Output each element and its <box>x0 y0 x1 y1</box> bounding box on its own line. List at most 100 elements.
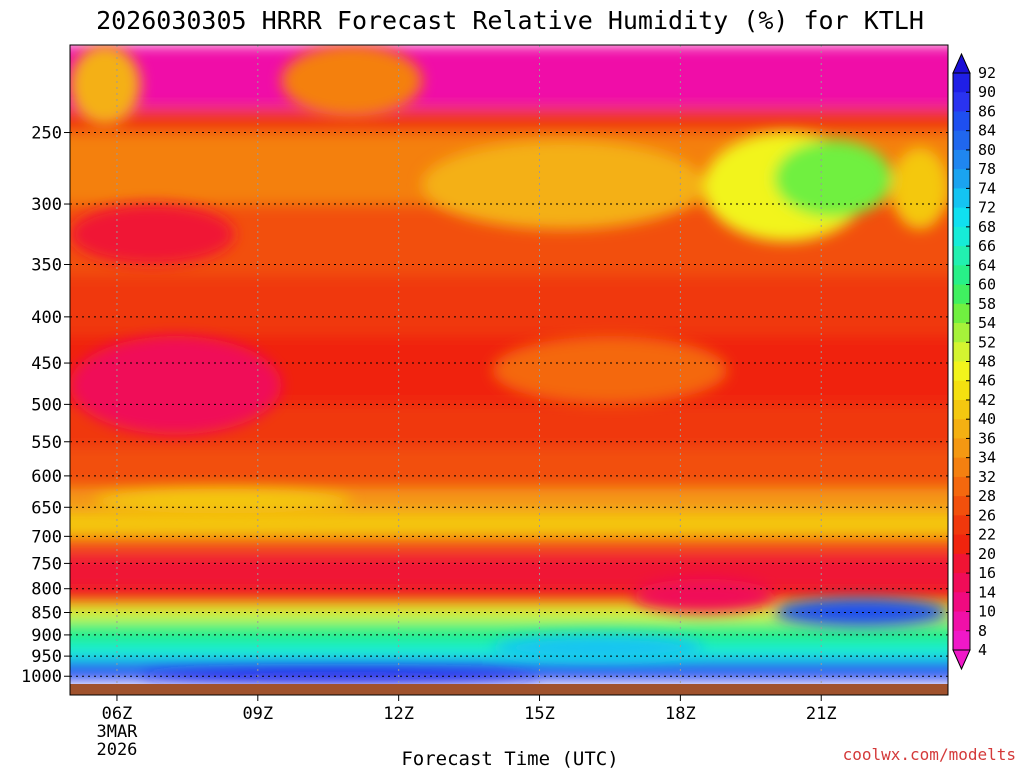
rh-feature <box>70 204 235 265</box>
y-tick-label: 750 <box>31 554 62 574</box>
rh-band <box>70 275 948 336</box>
rh-band <box>70 660 948 673</box>
colorbar-swatch <box>953 419 970 439</box>
x-axis-label: Forecast Time (UTC) <box>401 748 618 768</box>
colorbar-label: 28 <box>978 487 996 505</box>
x-tick-label: 06Z <box>102 704 133 724</box>
colorbar-swatch <box>953 457 970 478</box>
colorbar-label: 48 <box>978 353 996 371</box>
colorbar-label: 42 <box>978 391 996 409</box>
colorbar-swatch <box>953 342 970 362</box>
rh-feature <box>492 634 704 661</box>
colorbar-swatch <box>953 592 970 613</box>
colorbar-label: 86 <box>978 102 996 120</box>
rh-band <box>70 108 948 133</box>
colorbar-label: 54 <box>978 314 996 332</box>
colorbar-max-arrow <box>952 52 971 74</box>
y-tick-label: 650 <box>31 498 62 518</box>
colorbar-label: 92 <box>978 64 996 82</box>
rh-feature <box>70 45 141 125</box>
y-tick-label: 700 <box>31 527 62 547</box>
colorbar-swatch <box>953 553 970 574</box>
y-axis: 250 300 350 400 450 500 550 600 650 700 750 800 850 9… <box>21 124 70 687</box>
colorbar-label: 4 <box>978 641 987 659</box>
y-tick-label: 950 <box>31 647 62 667</box>
colorbar-label: 78 <box>978 160 996 178</box>
x-tick-label: 18Z <box>665 704 696 724</box>
rh-feature <box>774 140 892 217</box>
colorbar-swatch <box>953 188 970 209</box>
colorbar-label: 66 <box>978 237 996 255</box>
colorbar-swatch <box>953 73 970 93</box>
x-tick-label: 09Z <box>242 704 273 724</box>
colorbar-swatch <box>953 92 970 112</box>
colorbar-label: 14 <box>978 583 996 601</box>
colorbar-label: 22 <box>978 526 996 544</box>
x-tick-date: 3MAR <box>96 722 138 742</box>
y-tick-label: 450 <box>31 354 62 374</box>
colorbar-swatch <box>953 246 970 266</box>
colorbar-swatch <box>953 226 970 247</box>
colorbar-label: 10 <box>978 603 996 621</box>
colorbar-swatch <box>953 399 970 420</box>
colorbar-label: 40 <box>978 410 996 428</box>
colorbar-label: 64 <box>978 256 996 274</box>
colorbar-swatch <box>953 169 970 189</box>
colorbar-labels: 9290868480787472686664605854524846424036… <box>978 64 996 659</box>
colorbar-swatch <box>953 611 970 632</box>
x-tick-label: 21Z <box>806 704 837 724</box>
colorbar-label: 52 <box>978 333 996 351</box>
x-tick-label: 12Z <box>383 704 414 724</box>
rh-feature <box>140 670 540 681</box>
colorbar-swatch <box>953 361 970 382</box>
colorbar-swatch <box>953 303 970 324</box>
colorbar-label: 84 <box>978 122 996 140</box>
y-tick-label: 250 <box>31 124 62 144</box>
plot-frame <box>69 44 949 696</box>
colorbar-label: 34 <box>978 449 996 467</box>
rh-feature <box>492 335 728 405</box>
colorbar-label: 16 <box>978 564 996 582</box>
credit-text: coolwx.com/modelts <box>843 745 1016 764</box>
colorbar-swatch <box>953 284 970 305</box>
colorbar-swatch <box>953 534 970 555</box>
x-tick-year: 2026 <box>96 740 137 760</box>
colorbar-swatch <box>953 323 970 343</box>
rh-feature <box>70 335 282 435</box>
y-tick-label: 550 <box>31 433 62 453</box>
rh-band <box>70 513 948 537</box>
rh-feature <box>93 488 352 514</box>
colorbar-swatch <box>953 496 970 516</box>
colorbar-swatch <box>953 515 970 536</box>
colorbar <box>952 52 971 671</box>
rh-band <box>70 536 948 553</box>
rh-feature <box>281 45 423 117</box>
colorbar-label: 68 <box>978 218 996 236</box>
colorbar-swatch <box>953 265 970 286</box>
rh-contour-field <box>70 45 948 681</box>
rh-feature <box>774 598 948 627</box>
colorbar-swatch <box>953 476 970 497</box>
colorbar-min-arrow <box>952 649 971 671</box>
rh-feature <box>633 578 775 613</box>
colorbar-swatch <box>953 149 970 170</box>
colorbar-swatch <box>953 111 970 132</box>
colorbar-swatch <box>953 130 970 151</box>
rh-band <box>70 448 948 489</box>
colorbar-swatch <box>953 207 970 228</box>
colorbar-label: 20 <box>978 545 996 563</box>
colorbar-label: 72 <box>978 199 996 217</box>
y-tick-label: 300 <box>31 195 62 215</box>
y-tick-label: 600 <box>31 467 62 487</box>
y-tick-label: 500 <box>31 395 62 415</box>
y-tick-label: 800 <box>31 580 62 600</box>
rh-band <box>70 45 948 109</box>
y-tick-label: 1000 <box>21 667 62 687</box>
y-tick-label: 850 <box>31 603 62 623</box>
rh-feature <box>422 140 704 230</box>
colorbar-label: 60 <box>978 276 996 294</box>
colorbar-swatch <box>953 630 970 651</box>
y-tick-label: 400 <box>31 308 62 328</box>
